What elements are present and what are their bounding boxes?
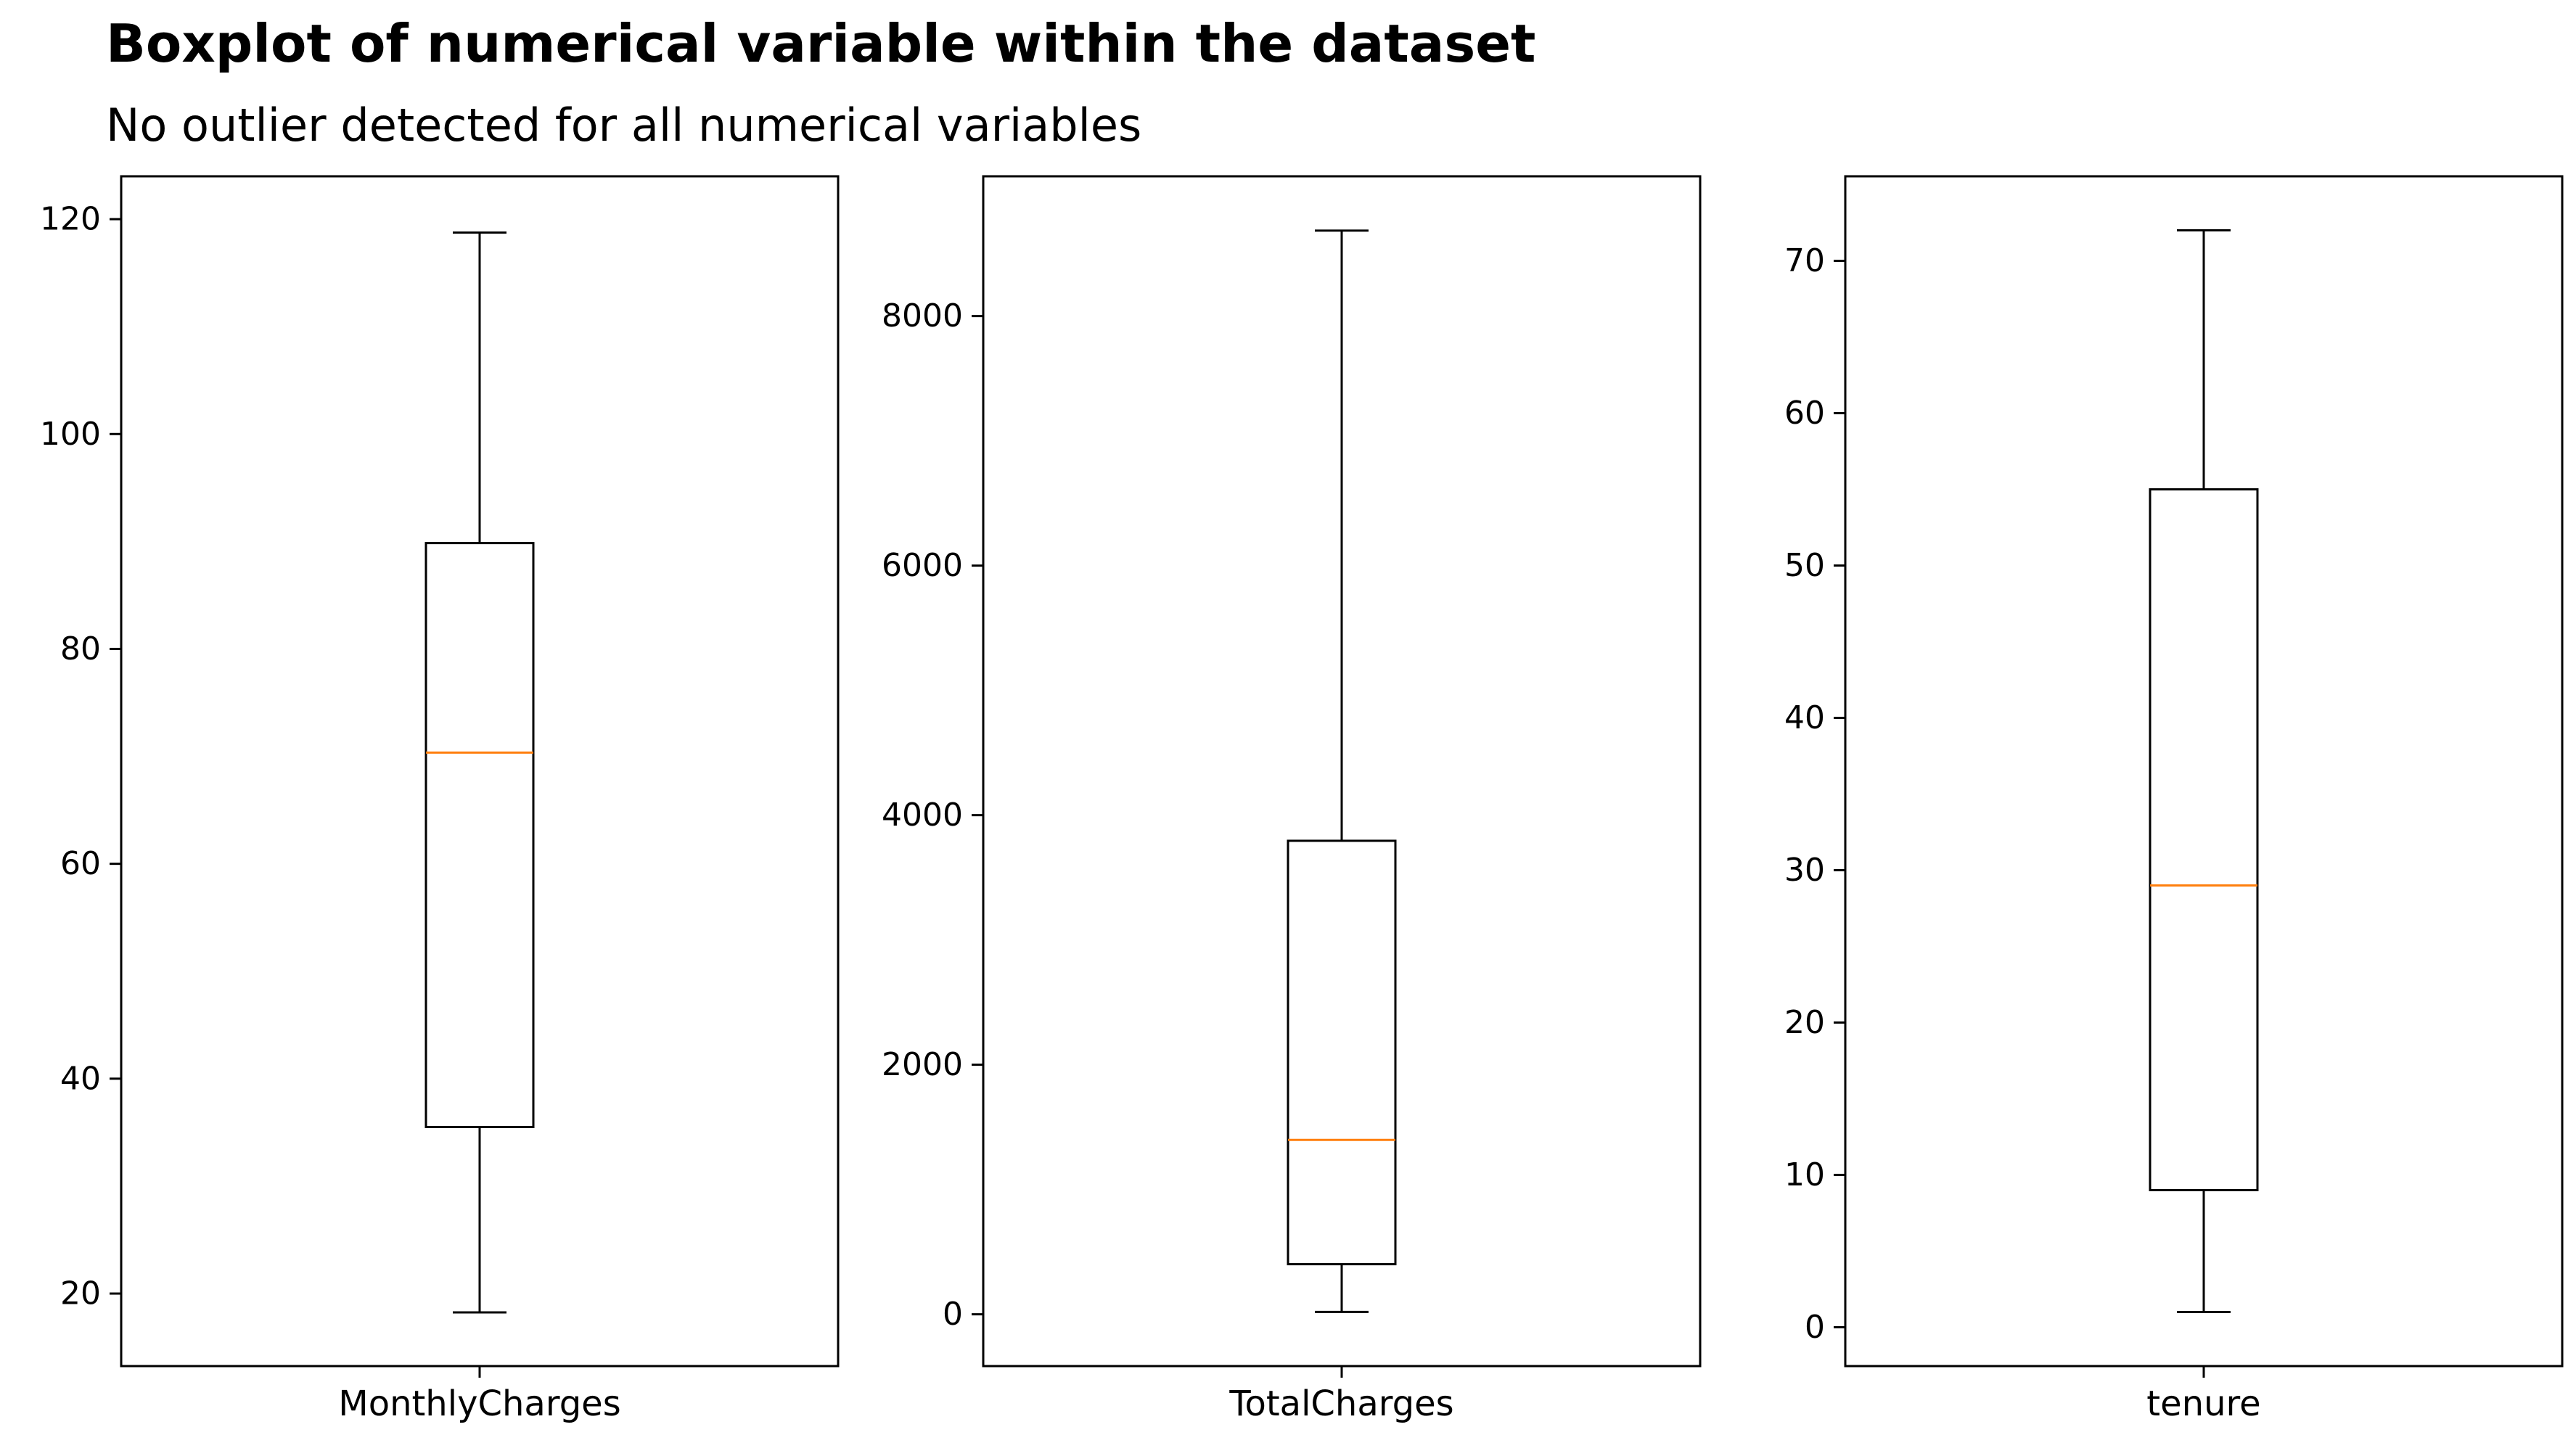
y-tick-label: 20: [1784, 1004, 1825, 1041]
y-tick-label: 70: [1784, 242, 1825, 279]
x-tick-label: tenure: [2146, 1383, 2260, 1424]
y-tick-label: 100: [40, 416, 101, 453]
y-tick-label: 80: [60, 630, 101, 667]
iqr-box: [1287, 839, 1397, 1266]
y-tick-label: 2000: [882, 1046, 963, 1083]
iqr-box: [424, 542, 535, 1128]
chart-subtitle: No outlier detected for all numerical va…: [106, 99, 1142, 152]
y-tick-label: 6000: [882, 547, 963, 584]
y-tick-label: 50: [1784, 547, 1825, 584]
y-tick-label: 60: [1784, 395, 1825, 432]
iqr-box: [2149, 488, 2259, 1191]
y-tick-label: 0: [943, 1296, 963, 1333]
y-tick-label: 20: [60, 1275, 101, 1312]
chart-title: Boxplot of numerical variable within the…: [106, 13, 1536, 74]
x-tick-label: MonthlyCharges: [338, 1383, 620, 1424]
boxplot-panel-TotalCharges: 0 2000 4000 6000 8000 TotalCharges: [882, 175, 1702, 1424]
boxplot-panel-tenure: 0 10 20 30 40 50 60 70 tenure: [1784, 175, 2564, 1424]
y-tick-label: 40: [1784, 699, 1825, 736]
y-tick-label: 0: [1805, 1309, 1825, 1346]
y-tick-label: 60: [60, 845, 101, 882]
x-tick-label: TotalCharges: [1228, 1383, 1453, 1424]
y-tick-label: 40: [60, 1060, 101, 1097]
y-tick-label: 10: [1784, 1156, 1825, 1193]
boxplot-panel-MonthlyCharges: 20 40 60 80 100 120 MonthlyCharges: [40, 175, 840, 1424]
y-tick-label: 120: [40, 201, 101, 238]
y-tick-label: 30: [1784, 852, 1825, 889]
y-tick-label: 8000: [882, 297, 963, 334]
y-tick-label: 4000: [882, 797, 963, 834]
